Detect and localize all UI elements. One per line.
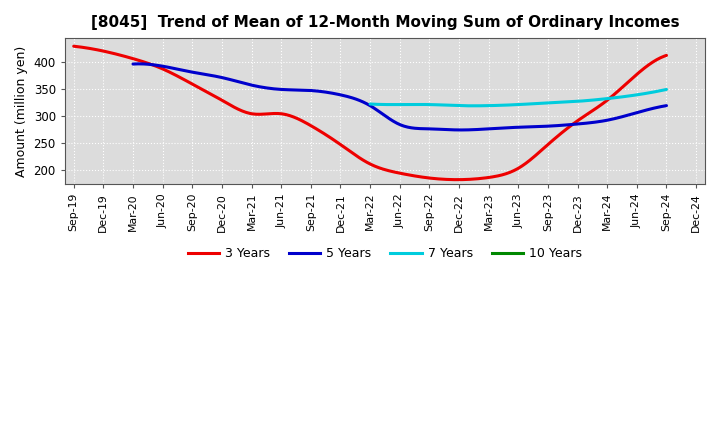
7 Years xyxy=(542,100,551,106)
Title: [8045]  Trend of Mean of 12-Month Moving Sum of Ordinary Incomes: [8045] Trend of Mean of 12-Month Moving … xyxy=(91,15,679,30)
5 Years xyxy=(616,115,624,120)
7 Years xyxy=(543,100,552,106)
5 Years xyxy=(134,61,143,66)
5 Years xyxy=(457,127,466,132)
5 Years xyxy=(662,103,671,108)
5 Years xyxy=(129,62,138,67)
3 Years xyxy=(662,53,671,58)
Legend: 3 Years, 5 Years, 7 Years, 10 Years: 3 Years, 5 Years, 7 Years, 10 Years xyxy=(183,242,588,265)
5 Years xyxy=(448,127,456,132)
3 Years xyxy=(571,120,580,125)
7 Years xyxy=(635,92,644,97)
Line: 3 Years: 3 Years xyxy=(73,46,667,180)
3 Years xyxy=(69,44,78,49)
Line: 7 Years: 7 Years xyxy=(370,89,667,106)
Line: 5 Years: 5 Years xyxy=(133,64,667,130)
7 Years xyxy=(548,100,557,105)
Y-axis label: Amount (million yen): Amount (million yen) xyxy=(15,45,28,177)
5 Years xyxy=(446,127,455,132)
7 Years xyxy=(366,101,374,106)
3 Years xyxy=(422,175,431,180)
7 Years xyxy=(366,102,375,107)
3 Years xyxy=(420,175,429,180)
3 Years xyxy=(608,93,617,98)
3 Years xyxy=(452,177,461,182)
3 Years xyxy=(432,176,441,181)
5 Years xyxy=(459,127,467,132)
7 Years xyxy=(469,103,477,109)
3 Years xyxy=(71,44,80,49)
7 Years xyxy=(616,95,625,100)
7 Years xyxy=(662,87,671,92)
5 Years xyxy=(582,121,590,126)
5 Years xyxy=(130,61,139,66)
